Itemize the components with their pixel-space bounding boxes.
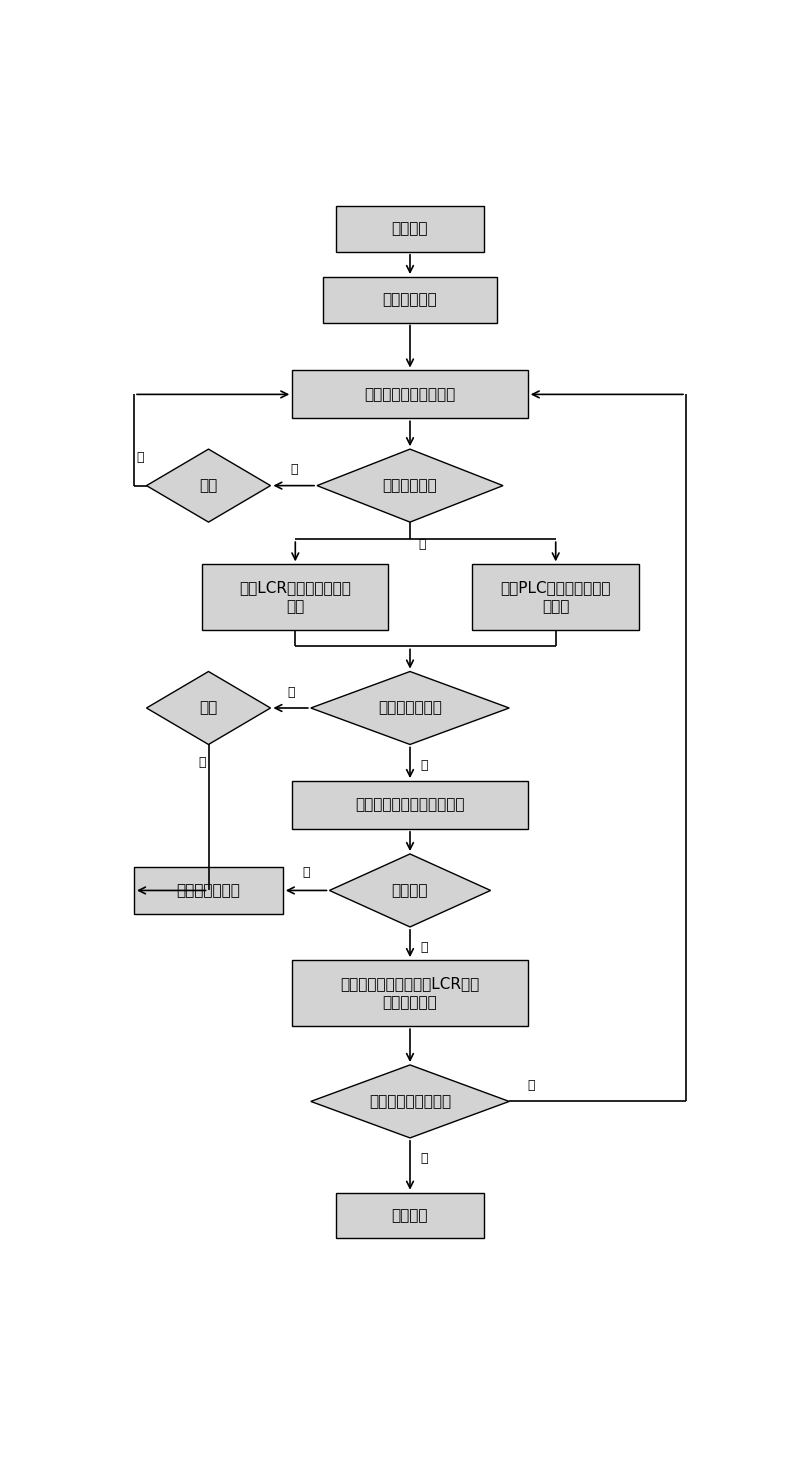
Bar bbox=[134, 866, 283, 914]
Polygon shape bbox=[146, 671, 270, 745]
Polygon shape bbox=[310, 671, 510, 745]
Text: 数据采集开始: 数据采集开始 bbox=[382, 292, 438, 307]
Text: 是: 是 bbox=[418, 539, 426, 551]
Text: 超时: 超时 bbox=[199, 478, 218, 493]
Text: 是: 是 bbox=[198, 757, 206, 769]
Bar bbox=[202, 564, 388, 631]
Polygon shape bbox=[310, 1065, 510, 1137]
Bar bbox=[336, 206, 485, 252]
Text: 用户设置: 用户设置 bbox=[392, 222, 428, 237]
Polygon shape bbox=[146, 449, 270, 523]
Text: 是: 是 bbox=[302, 866, 310, 878]
Text: 运行LCR电桥数据采集子
线程: 运行LCR电桥数据采集子 线程 bbox=[239, 581, 351, 615]
Bar bbox=[323, 277, 497, 323]
Text: 采集分选设备同步信号: 采集分选设备同步信号 bbox=[364, 387, 456, 401]
Text: 是: 是 bbox=[137, 450, 144, 464]
Polygon shape bbox=[317, 449, 503, 523]
Text: 采集完成: 采集完成 bbox=[392, 1208, 428, 1223]
Bar bbox=[292, 960, 528, 1026]
Bar bbox=[292, 780, 528, 829]
Bar bbox=[292, 370, 528, 418]
Text: 否: 否 bbox=[287, 686, 294, 699]
Text: 同步信号获取: 同步信号获取 bbox=[382, 478, 438, 493]
Text: 是: 是 bbox=[420, 758, 427, 772]
Text: 分析采集到的各监测点数据: 分析采集到的各监测点数据 bbox=[355, 797, 465, 813]
Text: 否: 否 bbox=[527, 1080, 534, 1091]
Text: 超时: 超时 bbox=[199, 701, 218, 715]
Text: 运行PLC控制器数据采集
子线程: 运行PLC控制器数据采集 子线程 bbox=[501, 581, 611, 615]
Bar bbox=[472, 564, 639, 631]
Text: 否: 否 bbox=[290, 464, 298, 477]
Text: 发生异常，报错: 发生异常，报错 bbox=[177, 883, 241, 897]
Text: 显示已完成所有检测的LCR元器
件到用户界面: 显示已完成所有检测的LCR元器 件到用户界面 bbox=[340, 976, 480, 1010]
Text: 否: 否 bbox=[420, 940, 427, 954]
Text: 已达到设定采集数量: 已达到设定采集数量 bbox=[369, 1094, 451, 1109]
Text: 子线程运行完成: 子线程运行完成 bbox=[378, 701, 442, 715]
Polygon shape bbox=[330, 855, 490, 927]
Text: 数据异常: 数据异常 bbox=[392, 883, 428, 897]
Text: 是: 是 bbox=[420, 1152, 427, 1166]
Bar bbox=[336, 1192, 485, 1238]
